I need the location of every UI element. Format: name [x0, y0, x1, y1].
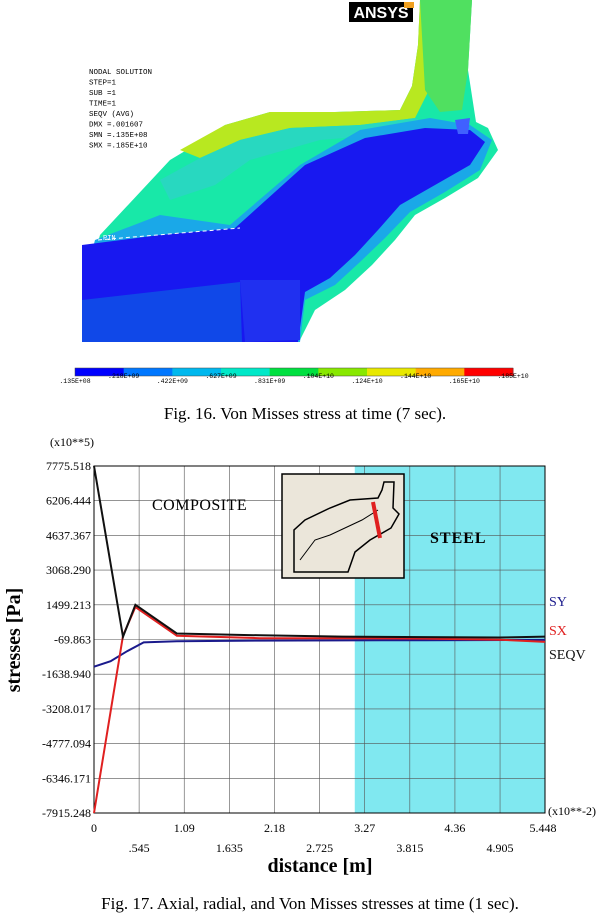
series-line-seqv [93, 465, 546, 641]
contour-region-blue-lower [240, 280, 300, 342]
legend-swatch [415, 368, 465, 376]
stress-chart: 7775.518 6206.444 4637.367 3068.290 1499.213… [3, 435, 596, 877]
x-tick-label: 2.725 [306, 841, 333, 855]
x-tick-label: 2.18 [264, 821, 285, 835]
x-tick-label: 3.815 [396, 841, 423, 855]
legend-label: .831E+09 [254, 378, 285, 385]
x-tick-label: 3.27 [354, 821, 375, 835]
y-tick-labels: 7775.518 6206.444 4637.367 3068.290 1499.213… [42, 459, 91, 820]
chart-frame [93, 465, 546, 814]
x-tick-labels: 1.09 2.18 3.27 4.36 5.448 0 .545 1.635 2.725 3.81… [91, 821, 557, 855]
y-tick-label: 1499.213 [46, 598, 91, 612]
y-axis-label: stresses [Pa] [3, 588, 25, 693]
legend-label: .627E+09 [205, 373, 236, 380]
legend-label: .422E+09 [157, 378, 188, 385]
contour-region-yellow [180, 0, 440, 158]
nodal-info-line: SMN =.135E+08 [89, 132, 148, 140]
composite-label: COMPOSITE [152, 497, 247, 514]
legend-label: .165E+10 [449, 378, 480, 385]
ansys-logo: ANSYS [353, 5, 408, 22]
legend-swatch [221, 368, 271, 376]
contour-legend: .135E+08 .218E+09 .422E+09 .627E+09 .831E+09… [59, 367, 529, 385]
chart-series [93, 465, 546, 814]
inset-outline [293, 481, 400, 573]
legend-swatch [318, 368, 368, 376]
steel-label: STEEL [430, 530, 487, 547]
fig16-caption: Fig. 16. Von Misses stress at time (7 se… [164, 404, 446, 423]
legend-entry-sy: SY [549, 595, 567, 610]
nodal-info-line: SMX =.185E+10 [89, 143, 148, 151]
x-tick-label: 4.905 [487, 841, 514, 855]
ansys-logo-accent [404, 2, 414, 8]
y-tick-label: 3068.290 [46, 563, 91, 577]
legend-label: .144E+10 [400, 373, 431, 380]
pin-label: PIN [103, 235, 116, 243]
legend-swatch [367, 368, 417, 376]
y-tick-label: 6206.444 [46, 494, 91, 508]
y-multiplier-label: (x10**5) [50, 435, 94, 449]
legend-label: .124E+10 [351, 378, 382, 385]
inset-inner [299, 509, 379, 561]
series-legend: SY SX SEQV [549, 595, 586, 663]
y-tick-label: -3208.017 [42, 702, 91, 716]
legend-entry-sx: SX [549, 624, 567, 639]
nodal-info-line: SEQV (AVG) [89, 111, 134, 119]
legend-frame [74, 367, 514, 377]
legend-label: .185E+10 [497, 373, 528, 380]
legend-swatch [269, 368, 319, 376]
contour-region-spot [455, 118, 470, 134]
contour-region-midblue [82, 282, 242, 342]
legend-label: .218E+09 [108, 373, 139, 380]
contour-region-blue [82, 128, 485, 342]
y-tick-label: -1638.940 [42, 667, 91, 681]
inset-box [281, 473, 405, 579]
inset-red-section [371, 501, 382, 539]
series-line-sy [93, 638, 546, 668]
legend-entry-seqv: SEQV [549, 648, 586, 663]
ansys-logo-bg [349, 2, 413, 22]
nodal-info-line: STEP=1 [89, 80, 117, 88]
inset-schematic [281, 473, 405, 579]
x-tick-label: 5.448 [530, 821, 557, 835]
y-tick-label: -69.863 [54, 632, 91, 646]
legend-label: .104E+10 [303, 373, 334, 380]
x-tick-label: 0 [91, 821, 97, 835]
y-tick-label: -4777.094 [42, 737, 91, 751]
legend-swatch [123, 368, 173, 376]
contour-region-green [420, 0, 472, 112]
y-tick-label: -6346.171 [42, 771, 91, 785]
y-tick-label: -7915.248 [42, 806, 91, 820]
x-tick-label: .545 [129, 841, 150, 855]
pin-line [97, 227, 241, 241]
x-tick-label: 4.36 [444, 821, 465, 835]
nodal-info-line: DMX =.001607 [89, 122, 143, 130]
x-tick-label: 1.635 [216, 841, 243, 855]
legend-label: .135E+08 [59, 378, 90, 385]
x-tick-label: 1.09 [174, 821, 195, 835]
nodal-info: NODAL SOLUTION STEP=1 SUB =1 TIME=1 SEQV (AV… [89, 69, 152, 151]
legend-swatch [464, 368, 514, 376]
y-tick-label: 4637.367 [46, 528, 91, 542]
y-tick-label: 7775.518 [46, 459, 91, 473]
x-multiplier-label: (x10**-2) [548, 804, 596, 818]
nodal-info-line: SUB =1 [89, 90, 117, 98]
legend-swatch [172, 368, 222, 376]
nodal-info-line: TIME=1 [89, 101, 117, 109]
nodal-info-line: NODAL SOLUTION [89, 69, 152, 77]
fig16-contour-plot: PIN ANSYS NODAL SOLUTION STEP=1 SUB =1 TIME… [59, 0, 529, 385]
fig17-caption: Fig. 17. Axial, radial, and Von Misses s… [101, 894, 519, 913]
x-axis-label: distance [m] [268, 855, 373, 877]
legend-swatch [75, 368, 125, 376]
